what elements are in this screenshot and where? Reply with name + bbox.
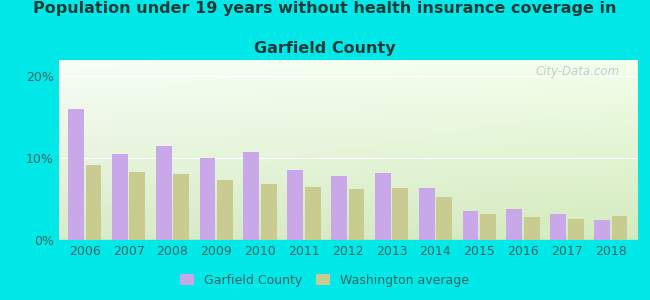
Bar <box>200 158 215 240</box>
Text: Garfield County: Garfield County <box>254 40 396 56</box>
Bar <box>331 176 347 240</box>
Bar <box>174 174 189 240</box>
Legend: Garfield County, Washington average: Garfield County, Washington average <box>176 269 474 292</box>
Text: Population under 19 years without health insurance coverage in: Population under 19 years without health… <box>33 2 617 16</box>
Bar <box>612 216 627 240</box>
Bar <box>393 188 408 240</box>
Bar <box>348 189 365 240</box>
Bar <box>463 212 478 240</box>
Bar <box>567 219 584 240</box>
Bar <box>68 109 84 240</box>
Bar <box>305 187 320 240</box>
Bar <box>287 170 303 240</box>
Bar <box>375 173 391 240</box>
Bar <box>550 214 566 240</box>
Bar <box>156 146 172 240</box>
Bar <box>524 217 539 240</box>
Text: City-Data.com: City-Data.com <box>536 65 619 78</box>
Bar <box>244 152 259 240</box>
Bar <box>506 209 522 240</box>
Bar <box>419 188 435 240</box>
Bar <box>436 196 452 240</box>
Bar <box>129 172 146 240</box>
Bar <box>594 220 610 240</box>
Bar <box>480 214 496 240</box>
Bar <box>217 180 233 240</box>
Bar <box>261 184 277 240</box>
Bar <box>86 165 101 240</box>
Bar <box>112 154 128 240</box>
